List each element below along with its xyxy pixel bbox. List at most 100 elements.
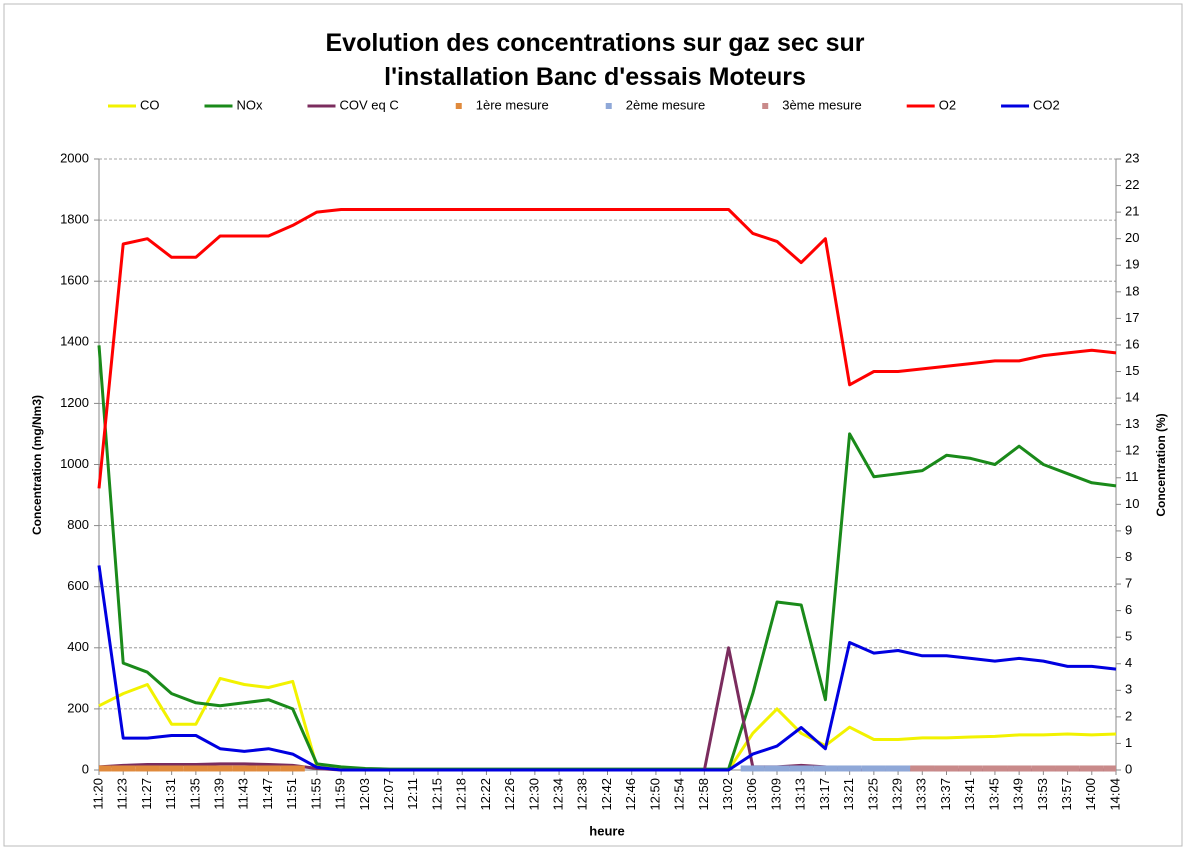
legend-item: CO — [108, 97, 160, 112]
y2-tick-label: 18 — [1125, 283, 1139, 298]
legend-item: 3ème mesure — [762, 97, 862, 112]
y-tick-label: 600 — [67, 578, 89, 593]
x-tick-label: 11:35 — [187, 778, 202, 810]
x-tick-label: 12:50 — [647, 778, 662, 811]
y-tick-label: 400 — [67, 639, 89, 654]
y2-tick-label: 6 — [1125, 602, 1132, 617]
y2-tick-label: 12 — [1125, 443, 1139, 458]
series-line — [97, 345, 1117, 771]
legend-item: 1ère mesure — [455, 97, 549, 112]
x-tick-label: 14:00 — [1083, 778, 1098, 811]
marker — [256, 765, 281, 772]
y-tick-label: 1200 — [60, 395, 89, 410]
y2-tick-label: 21 — [1125, 204, 1139, 219]
y2-tick-label: 9 — [1125, 522, 1132, 537]
x-tick-label: 12:03 — [357, 778, 372, 811]
marker — [1079, 765, 1104, 772]
marker — [958, 765, 983, 772]
legend-label: CO — [140, 97, 160, 112]
x-tick-label: 12:18 — [454, 778, 469, 811]
x-tick-label: 12:30 — [526, 778, 541, 811]
x-tick-label: 13:02 — [720, 778, 735, 811]
x-tick-label: 12:26 — [502, 778, 517, 811]
x-tick-label: 13:13 — [793, 778, 808, 811]
y2-axis-title: Concentration (%) — [1154, 413, 1168, 516]
y2-tick-label: 3 — [1125, 682, 1132, 697]
x-tick-label: 13:29 — [890, 778, 905, 811]
x-tick-label: 13:33 — [914, 778, 929, 811]
marker — [99, 765, 112, 772]
legend-swatch — [605, 103, 612, 109]
y2-tick-label: 17 — [1125, 310, 1139, 325]
y2-tick-label: 20 — [1125, 230, 1139, 245]
x-tick-label: 14:04 — [1107, 778, 1122, 811]
legend-item: CO2 — [1001, 97, 1060, 112]
series-line — [98, 676, 1117, 772]
y-axis-title: Concentration (mg/Nm3) — [30, 395, 44, 535]
y-tick-label: 1000 — [60, 456, 89, 471]
legend-item: COV eq C — [307, 97, 399, 112]
y2-tick-label: 13 — [1125, 416, 1139, 431]
legend-label: CO2 — [1033, 97, 1060, 112]
legend-item: O2 — [906, 97, 956, 112]
x-tick-label: 13:37 — [938, 778, 953, 811]
marker — [1031, 765, 1056, 772]
x-tick-label: 11:43 — [236, 778, 251, 810]
x-tick-label: 11:23 — [115, 778, 130, 810]
y2-tick-label: 15 — [1125, 363, 1139, 378]
legend-swatch — [762, 103, 769, 109]
marker — [159, 765, 184, 772]
y2-tick-label: 22 — [1125, 177, 1139, 192]
x-tick-label: 11:55 — [308, 778, 323, 810]
y2-tick-label: 14 — [1125, 390, 1139, 405]
y-tick-label: 0 — [82, 761, 89, 776]
y2-tick-label: 1 — [1125, 735, 1132, 750]
y2-tick-label: 2 — [1125, 708, 1132, 723]
y2-tick-label: 11 — [1125, 469, 1139, 484]
chart-frame — [3, 3, 1183, 847]
y-tick-label: 200 — [67, 700, 89, 715]
x-tick-label: 11:59 — [333, 778, 348, 810]
marker — [740, 765, 765, 772]
x-tick-label: 12:38 — [575, 778, 590, 811]
x-tick-label: 12:15 — [429, 778, 444, 811]
y2-tick-label: 0 — [1125, 761, 1132, 776]
legend-label: O2 — [939, 97, 956, 112]
x-axis-title: heure — [589, 823, 624, 838]
y2-tick-label: 5 — [1125, 629, 1132, 644]
y-tick-label: 1400 — [60, 334, 89, 349]
marker — [764, 765, 790, 772]
marker — [1055, 765, 1080, 772]
y-tick-label: 800 — [67, 517, 89, 532]
marker — [789, 765, 814, 772]
marker — [982, 765, 1008, 772]
y2-tick-label: 7 — [1125, 575, 1132, 590]
x-tick-label: 12:07 — [381, 778, 396, 811]
x-tick-label: 13:53 — [1035, 778, 1050, 811]
x-tick-label: 13:17 — [817, 778, 832, 811]
x-tick-label: 12:34 — [551, 778, 566, 811]
marker — [207, 765, 233, 772]
x-tick-label: 13:45 — [986, 778, 1001, 811]
marker — [910, 765, 935, 772]
marker — [885, 765, 911, 772]
marker — [837, 765, 862, 772]
x-tick-label: 11:20 — [90, 778, 105, 810]
marker — [813, 765, 838, 772]
x-tick-label: 13:49 — [1011, 778, 1026, 811]
legend-label: 3ème mesure — [782, 97, 861, 112]
legend-label: NOx — [237, 97, 264, 112]
y-tick-label: 1800 — [60, 212, 89, 227]
x-tick-label: 11:51 — [284, 778, 299, 810]
x-tick-label: 11:27 — [139, 778, 154, 810]
legend-label: 2ème mesure — [626, 97, 705, 112]
x-tick-label: 11:31 — [163, 778, 178, 810]
y-tick-label: 1600 — [60, 273, 89, 288]
x-tick-label: 12:54 — [672, 778, 687, 811]
x-tick-label: 12:22 — [478, 778, 493, 811]
legend-swatch — [455, 103, 462, 109]
y2-tick-label: 4 — [1125, 655, 1132, 670]
y-tick-label: 2000 — [60, 150, 89, 165]
